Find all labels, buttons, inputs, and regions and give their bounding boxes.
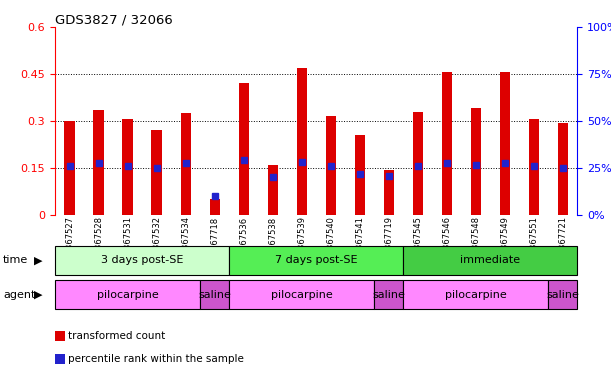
Bar (500, 72, 510, 215)
Bar (64, 121, 75, 215)
Bar (180, 113, 191, 215)
Bar (558, 122, 568, 215)
Text: transformed count: transformed count (68, 331, 166, 341)
Text: pilocarpine: pilocarpine (97, 290, 158, 300)
Text: time: time (3, 255, 28, 265)
Text: pilocarpine: pilocarpine (445, 290, 507, 300)
Bar (229, 280, 374, 309)
Bar (296, 68, 307, 215)
Text: percentile rank within the sample: percentile rank within the sample (68, 354, 244, 364)
Bar (55, 246, 229, 275)
Bar (374, 280, 403, 309)
Text: immediate: immediate (460, 255, 521, 265)
Text: ▶: ▶ (34, 255, 42, 265)
Text: saline: saline (372, 290, 405, 300)
Bar (470, 108, 481, 215)
Bar (326, 116, 336, 215)
Bar (238, 83, 249, 215)
Bar (152, 131, 162, 215)
Bar (55, 280, 200, 309)
Bar (354, 135, 365, 215)
Bar (403, 280, 549, 309)
Text: saline: saline (198, 290, 231, 300)
Bar (549, 280, 577, 309)
Bar (442, 72, 452, 215)
Text: 7 days post-SE: 7 days post-SE (275, 255, 357, 265)
Bar (384, 170, 394, 215)
Bar (93, 110, 104, 215)
Bar (200, 280, 229, 309)
Bar (268, 165, 278, 215)
Text: agent: agent (3, 290, 35, 300)
Text: saline: saline (546, 290, 579, 300)
Bar (412, 111, 423, 215)
Text: GDS3827 / 32066: GDS3827 / 32066 (55, 13, 173, 26)
Bar (229, 246, 403, 275)
Text: 3 days post-SE: 3 days post-SE (101, 255, 183, 265)
Bar (210, 199, 220, 215)
Text: pilocarpine: pilocarpine (271, 290, 332, 300)
Text: ▶: ▶ (34, 290, 42, 300)
Bar (122, 119, 133, 215)
Bar (529, 119, 539, 215)
Bar (403, 246, 577, 275)
